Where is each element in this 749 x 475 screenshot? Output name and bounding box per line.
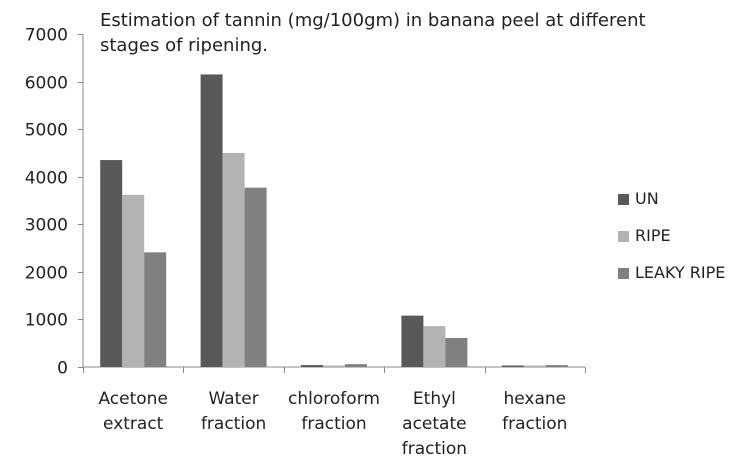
chart-title-line-1: Estimation of tannin (mg/100gm) in banan… bbox=[100, 10, 646, 31]
x-tick-label-line: acetate bbox=[402, 414, 467, 434]
bar-ripe bbox=[323, 365, 345, 367]
x-tick-label-line: fraction bbox=[502, 414, 568, 434]
x-tick-label: Water fraction bbox=[184, 387, 284, 437]
y-tick-label: 2000 bbox=[25, 264, 68, 284]
legend-label-ripe: RIPE bbox=[635, 226, 671, 245]
y-tick-label: 0 bbox=[57, 359, 68, 379]
x-tick-label-line: Acetone bbox=[98, 389, 168, 409]
y-tick-label: 1000 bbox=[25, 311, 68, 331]
bar-un bbox=[501, 365, 524, 367]
y-tick-label: 6000 bbox=[25, 74, 68, 94]
legend-swatch-ripe bbox=[618, 231, 629, 242]
bars bbox=[100, 74, 568, 367]
x-tick-label-line: chloroform bbox=[288, 389, 380, 409]
legend-swatch-un bbox=[618, 194, 629, 205]
bar-un bbox=[301, 365, 323, 367]
chart-title: Estimation of tannin (mg/100gm) in banan… bbox=[100, 8, 700, 58]
bar-ripe bbox=[523, 365, 546, 367]
bar-ripe bbox=[222, 152, 245, 367]
bar-ripe bbox=[122, 194, 145, 367]
x-tick-label-line: Water bbox=[208, 389, 259, 409]
x-tick-label-line: fraction bbox=[401, 439, 468, 459]
legend-label-un: UN bbox=[635, 189, 659, 208]
y-tick-label: 3000 bbox=[25, 216, 68, 236]
bar-un bbox=[100, 160, 123, 367]
bar-leaky-ripe bbox=[445, 337, 468, 367]
x-tick-label-line: Ethyl bbox=[412, 389, 456, 409]
bar-un bbox=[200, 74, 223, 367]
x-tick-label: hexane fraction bbox=[485, 387, 585, 437]
bar-ripe bbox=[423, 326, 446, 367]
x-tick-label: chloroform fraction bbox=[284, 387, 384, 437]
x-tick-label-line: extract bbox=[103, 414, 164, 434]
x-tick-label: Ethyl acetate fraction bbox=[384, 387, 484, 462]
bar-leaky-ripe bbox=[545, 365, 568, 367]
x-tick-label-line: hexane bbox=[503, 389, 567, 409]
x-tick-label-line: fraction bbox=[301, 414, 367, 434]
x-tick-label-line: fraction bbox=[200, 414, 267, 434]
legend-label-leaky-ripe: LEAKY RIPE bbox=[635, 263, 726, 282]
x-tick-label: Acetone extract bbox=[83, 387, 183, 437]
legend-swatch-leaky-ripe bbox=[618, 268, 629, 279]
y-tick-label: 7000 bbox=[25, 26, 68, 46]
bar-leaky-ripe bbox=[244, 187, 267, 367]
bar-leaky-ripe bbox=[345, 364, 367, 367]
y-tick-label: 4000 bbox=[25, 169, 68, 189]
chart-title-line-2: stages of ripening. bbox=[100, 35, 269, 56]
bar-leaky-ripe bbox=[144, 252, 167, 367]
bar-un bbox=[401, 315, 424, 367]
axes: 0 1000 2000 3000 4000 5000 6000 7000 bbox=[25, 26, 586, 379]
y-tick-label: 5000 bbox=[25, 121, 68, 141]
